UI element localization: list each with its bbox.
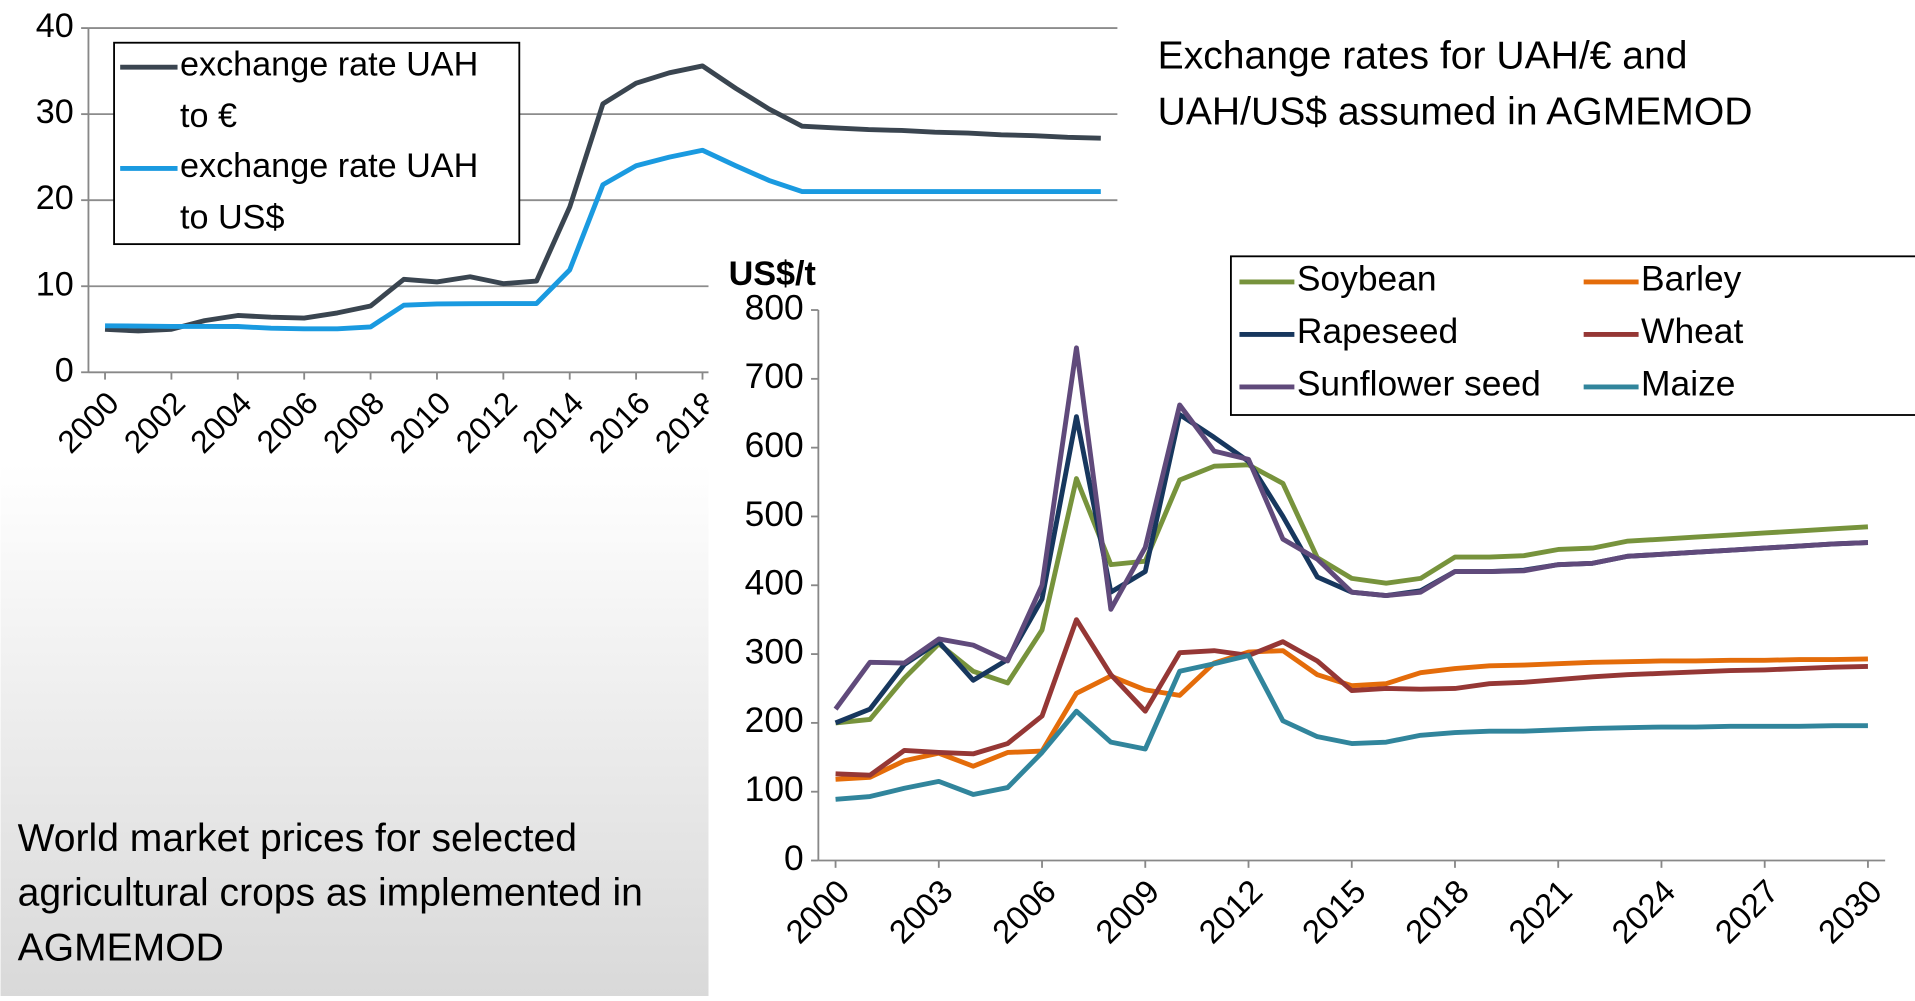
series-line xyxy=(835,648,1868,782)
y-tick-label: 700 xyxy=(745,357,804,396)
x-tick-label: 2002 xyxy=(117,385,192,460)
legend-label-box: Soybean xyxy=(1296,259,1437,300)
x-tick-label: 2004 xyxy=(183,385,258,460)
x-tick-label: 2006 xyxy=(249,385,324,460)
y-tick-label: 10 xyxy=(36,265,74,303)
legend-label: Soybean xyxy=(1296,259,1437,300)
annotation: Exchange rates for UAH/€ and UAH/US$ ass… xyxy=(1157,32,1753,134)
y-tick-label: 0 xyxy=(784,839,804,878)
legend-label-box: Barley xyxy=(1641,259,1742,300)
series-line xyxy=(833,345,1869,711)
legend-label-box: Rapeseed xyxy=(1296,312,1459,352)
y-tick-label: 0 xyxy=(55,351,74,389)
x-tick-label: 2008 xyxy=(316,385,391,460)
legend-label: Maize xyxy=(1641,364,1736,405)
x-tick-label: 2016 xyxy=(581,385,656,460)
y-axis-label: US$/t xyxy=(729,255,816,293)
annotation-box: Exchange rates for UAH/€ and UAH/US$ ass… xyxy=(1157,32,1753,134)
legend-label-box: Wheat xyxy=(1641,312,1744,352)
annotation-box: World market prices for selected agricul… xyxy=(17,815,643,970)
y-tick-label: 400 xyxy=(745,564,804,603)
series-line xyxy=(105,147,1101,332)
legend-label: Wheat xyxy=(1641,312,1744,352)
y-tick-label: 800 xyxy=(745,288,804,327)
legend-label-box: Sunflower seed xyxy=(1296,364,1541,405)
y-tick-label: 20 xyxy=(36,179,74,217)
series-line xyxy=(104,63,1101,334)
legend-label: Rapeseed xyxy=(1296,312,1459,352)
x-tick-label: 2014 xyxy=(515,385,590,460)
series-line xyxy=(835,653,1868,802)
x-tick-label: 2012 xyxy=(449,385,524,460)
y-tick-label: 100 xyxy=(745,770,804,809)
legend-label: exchange rate UAH to € xyxy=(179,45,479,135)
y-tick-label: 300 xyxy=(745,632,804,671)
legend-box xyxy=(1229,255,1915,416)
legend-label-box: Maize xyxy=(1641,364,1736,405)
legend-label-box: exchange rate UAH to US$ xyxy=(179,146,479,236)
annotation: World market prices for selected agricul… xyxy=(17,815,643,970)
series-line xyxy=(835,617,1868,778)
y-tick-label: 600 xyxy=(745,426,804,465)
legend-label-box: exchange rate UAH to € xyxy=(179,45,479,135)
legend-label: Barley xyxy=(1641,259,1742,300)
x-tick-label: 2010 xyxy=(382,385,457,460)
series-line xyxy=(835,462,1869,726)
background-panel xyxy=(0,463,711,997)
legend-label: exchange rate UAH to US$ xyxy=(179,146,479,236)
y-tick-label: 30 xyxy=(36,93,74,131)
x-tick-label: 2000 xyxy=(50,385,125,460)
legend-label: Sunflower seed xyxy=(1296,364,1541,405)
y-tick-label: 200 xyxy=(745,701,804,740)
y-tick-label: 40 xyxy=(36,7,74,45)
y-tick-label: 500 xyxy=(745,495,804,534)
legend-box xyxy=(113,41,521,246)
